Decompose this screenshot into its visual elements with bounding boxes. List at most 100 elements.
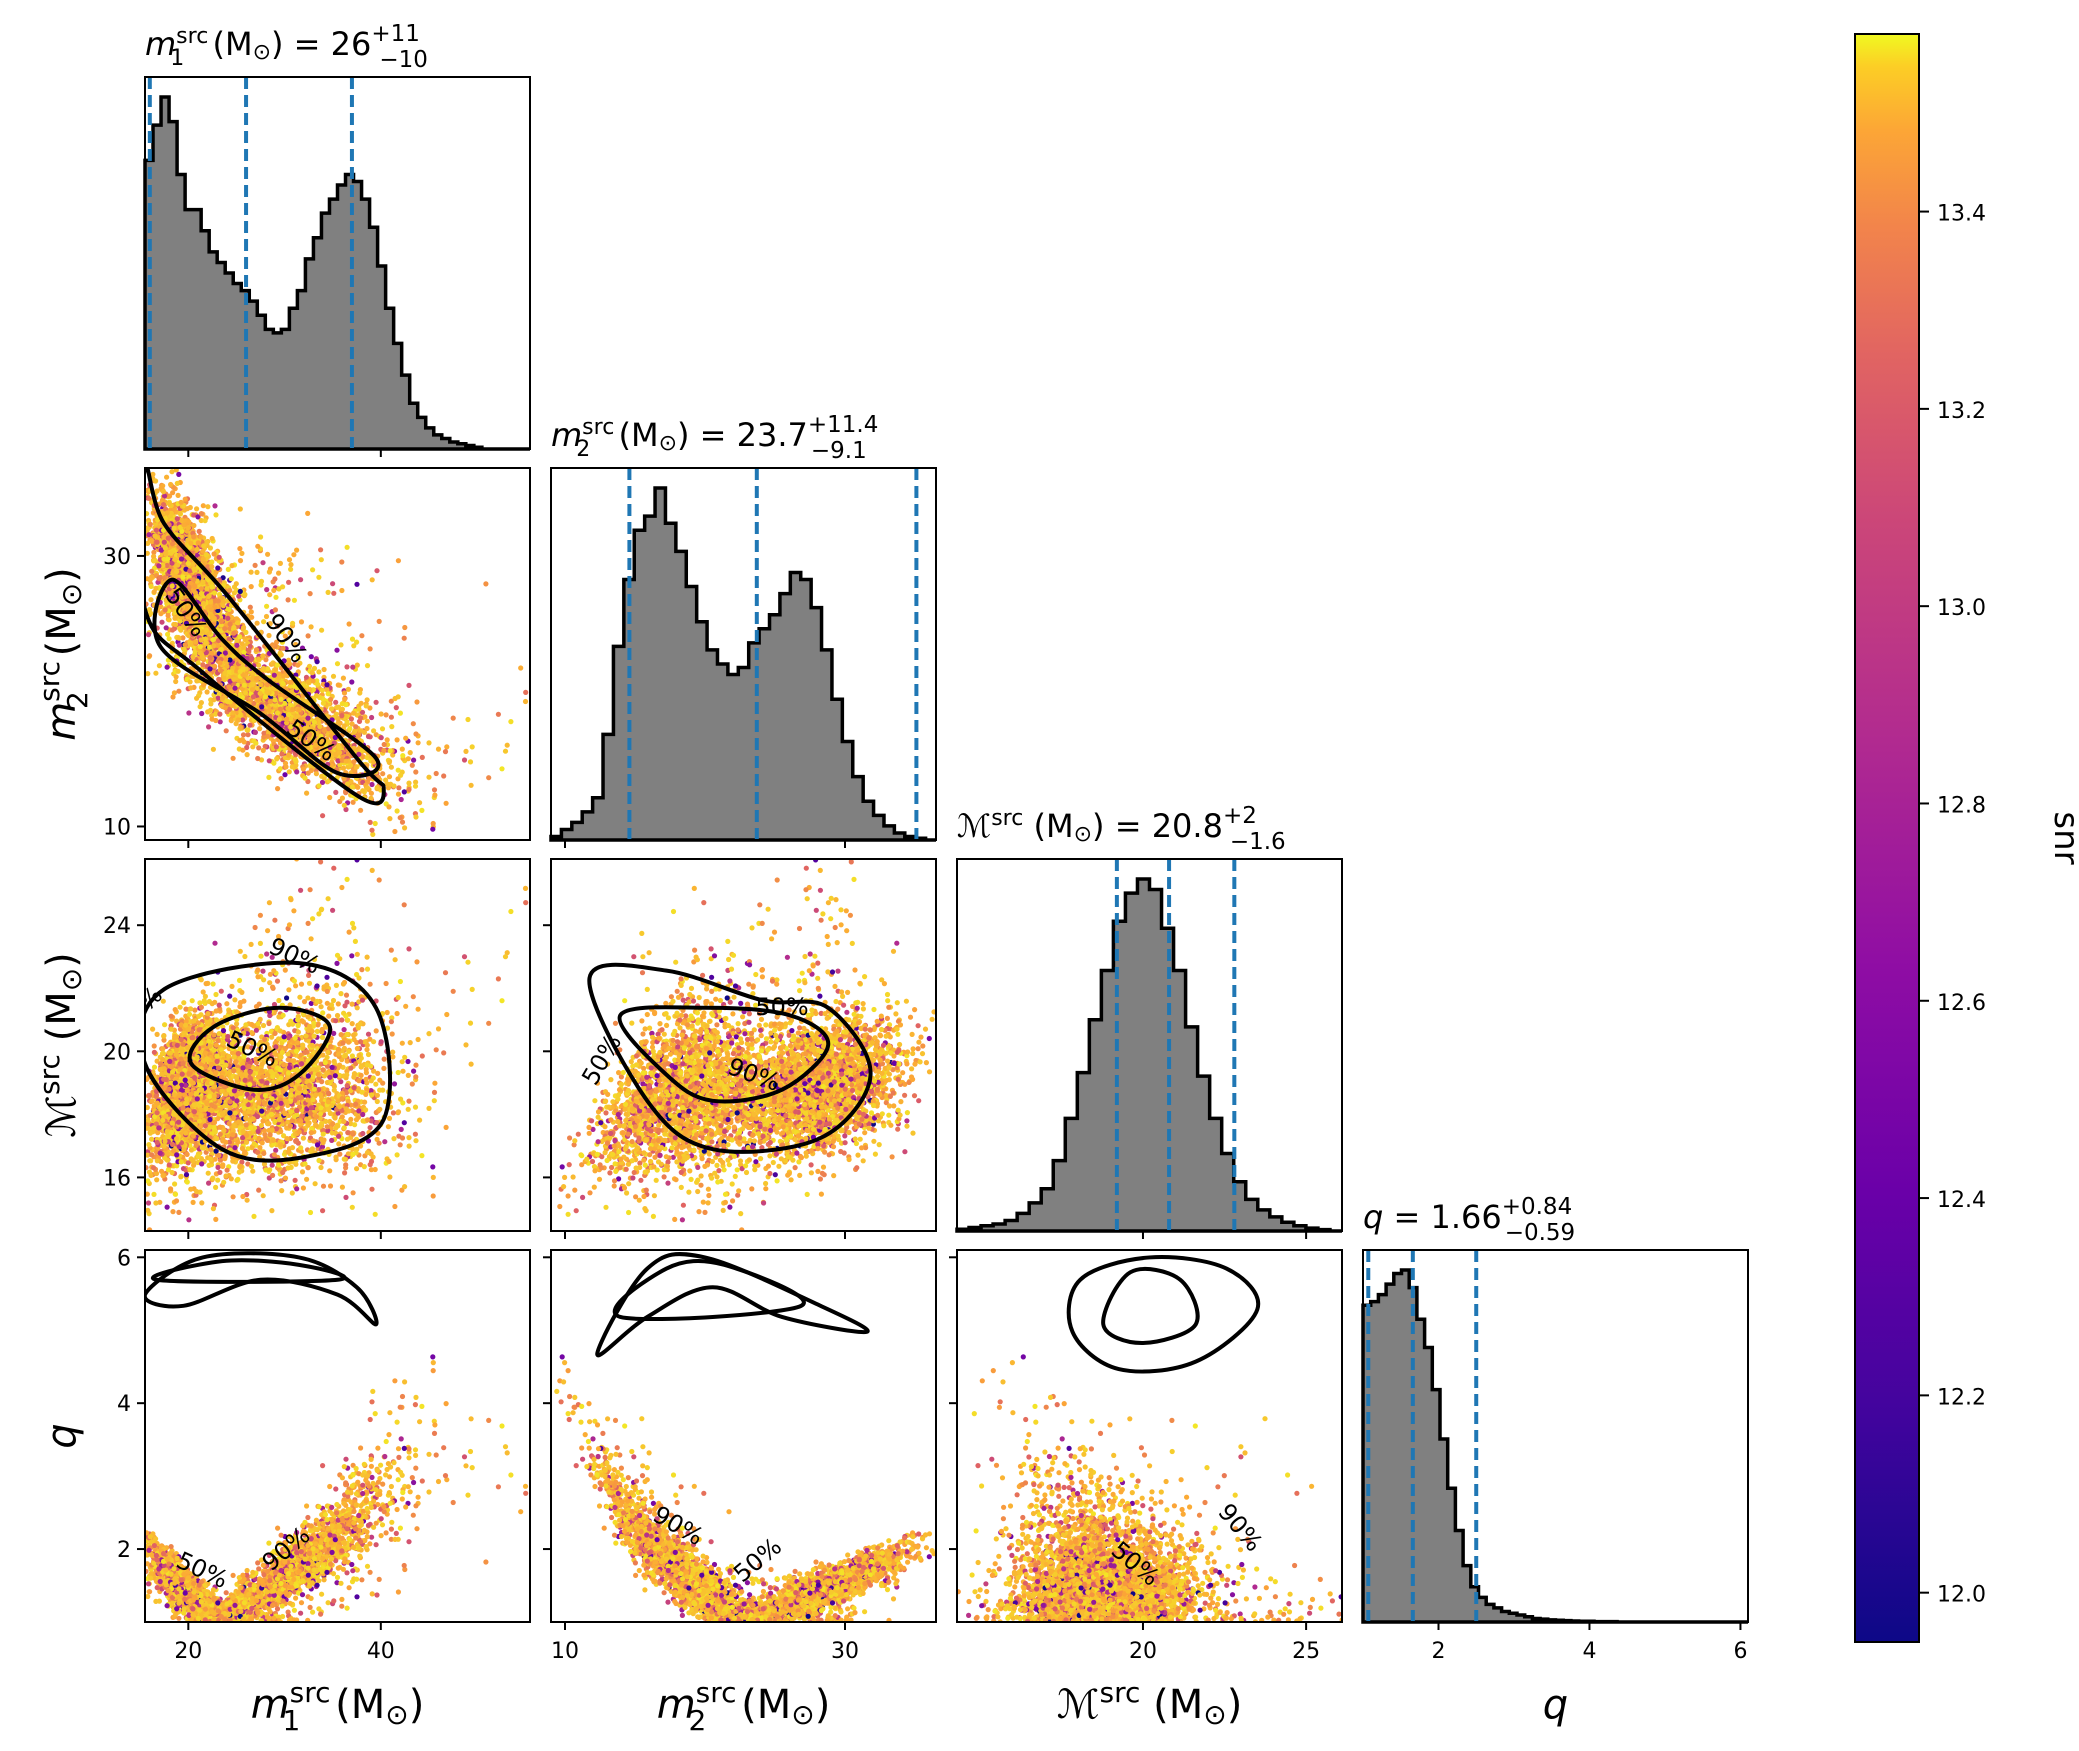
sample-point [313, 693, 320, 699]
sample-point [240, 747, 246, 753]
sample-point [266, 758, 272, 764]
sample-point [209, 584, 215, 590]
sample-point [523, 689, 529, 696]
sample-point [234, 637, 240, 644]
sample-point [267, 698, 273, 705]
sample-point [200, 579, 206, 585]
sample-point [333, 699, 339, 705]
sample-point [176, 612, 182, 618]
sample-point [483, 581, 489, 587]
sample-point [187, 679, 193, 685]
sample-point [247, 604, 253, 610]
sample-point [274, 662, 280, 668]
sample-point [363, 703, 369, 709]
sample-point [430, 826, 436, 832]
sample-point [353, 724, 359, 730]
sample-point [185, 554, 191, 561]
sample-point [313, 742, 319, 748]
sample-point [218, 646, 224, 652]
sample-point [364, 718, 370, 724]
sample-point [240, 732, 247, 738]
sample-point [166, 636, 172, 642]
sample-point [241, 645, 247, 652]
sample-point [217, 719, 223, 725]
sample-point [344, 719, 350, 725]
sample-point [260, 560, 266, 566]
sample-point [296, 654, 302, 660]
sample-point [303, 674, 310, 680]
sample-point [215, 565, 221, 571]
sample-point [378, 735, 384, 741]
sample-point [402, 624, 408, 631]
sample-point [338, 642, 344, 648]
sample-point [206, 593, 212, 599]
sample-point [178, 499, 184, 505]
sample-point [277, 706, 283, 712]
sample-point [182, 610, 188, 616]
sample-point [305, 510, 311, 516]
sample-point [237, 558, 244, 564]
sample-point [369, 827, 375, 833]
sample-point [211, 697, 217, 703]
sample-point [257, 726, 263, 732]
sample-point [373, 699, 379, 705]
panel-title-m2: msrc 2 (M⊙) = 23.7+11.4 −9.1 [551, 412, 878, 464]
sample-point [198, 586, 204, 592]
sample-point [255, 543, 261, 549]
sample-point [442, 749, 449, 755]
sample-point [260, 665, 267, 672]
sample-point [237, 691, 243, 697]
sample-point [435, 746, 442, 752]
sample-point [258, 682, 264, 688]
sample-point [305, 715, 311, 721]
sample-point [208, 701, 214, 707]
sample-point [251, 738, 257, 744]
sample-point [201, 682, 207, 688]
sample-point [168, 600, 175, 606]
sample-point [175, 562, 181, 568]
sample-point [317, 723, 323, 730]
sample-point [169, 560, 175, 566]
sample-point [414, 699, 420, 705]
sample-point [310, 678, 316, 684]
sample-point [277, 740, 283, 746]
sample-point [227, 657, 233, 663]
sample-point [226, 606, 232, 613]
sample-point [419, 754, 425, 761]
sample-point [325, 589, 331, 596]
sample-point [293, 758, 299, 765]
histogram-m1 [143, 95, 530, 451]
sample-point [248, 609, 254, 615]
sample-point [388, 714, 394, 720]
sample-point [341, 690, 348, 696]
sample-point [242, 591, 248, 598]
sample-point [200, 503, 206, 509]
sample-point [241, 624, 247, 631]
sample-point [392, 828, 398, 835]
sample-point [212, 604, 218, 610]
sample-point [305, 679, 311, 685]
sample-point [194, 546, 200, 552]
sample-point [276, 671, 282, 677]
sample-point [166, 617, 172, 623]
sample-point [263, 613, 270, 620]
sample-point [185, 560, 191, 567]
sample-point [359, 633, 365, 639]
sample-point [432, 792, 438, 798]
sample-point [159, 619, 165, 625]
sample-point [367, 819, 373, 826]
sample-point [244, 727, 250, 733]
sample-point [266, 708, 272, 714]
sample-point [374, 568, 380, 574]
sample-point [148, 597, 154, 603]
sample-point [271, 760, 277, 766]
sample-point [502, 748, 509, 754]
sample-point [339, 559, 345, 565]
sample-point [227, 587, 233, 593]
sample-point [266, 774, 272, 781]
sample-point [204, 689, 210, 695]
sample-point [188, 540, 194, 546]
hist-panel-q: q = 1.66+0.84 −0.59 [1361, 1194, 1749, 1624]
sample-point [145, 550, 150, 556]
sample-point [165, 535, 171, 541]
